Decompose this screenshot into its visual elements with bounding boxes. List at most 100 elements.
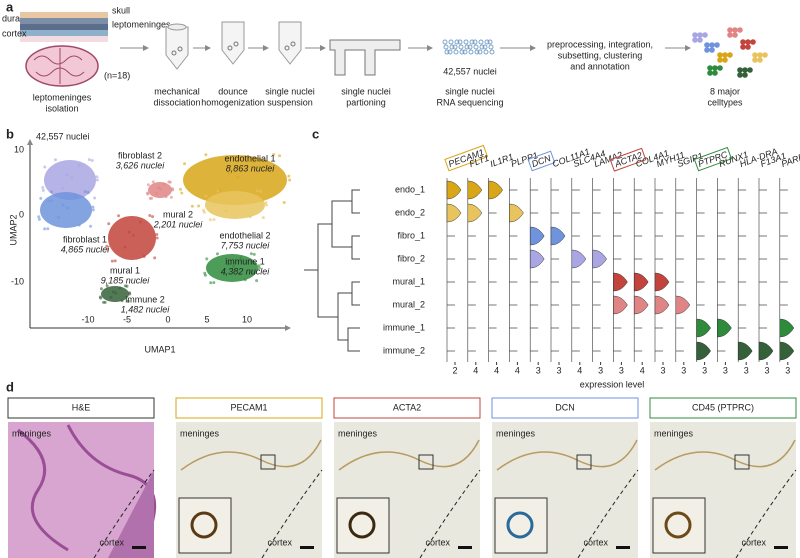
step-label: single nuclei: [341, 86, 391, 96]
cell-point: [151, 180, 155, 184]
cell-point: [159, 187, 163, 191]
violin: [467, 203, 483, 223]
violin: [737, 341, 753, 361]
cell-point: [118, 286, 122, 290]
violin: [529, 249, 545, 269]
sequencing-dot: [472, 39, 478, 45]
cell-point: [209, 281, 213, 285]
x-tick-label: 3: [723, 365, 728, 375]
sequencing-dot: [473, 44, 479, 50]
cluster-name: immune 2: [125, 294, 165, 304]
cell-type-label: mural_2: [392, 299, 425, 309]
particle: [227, 45, 233, 51]
inset: [178, 497, 232, 554]
cell-point: [151, 215, 155, 219]
celltype-dot: [709, 42, 715, 48]
celltype-dot: [745, 39, 751, 45]
step-label: subsetting, clustering: [558, 50, 643, 60]
celltype-dot: [692, 37, 698, 43]
cell-point: [102, 300, 106, 304]
cell-point: [127, 291, 131, 295]
celltype-dot: [750, 39, 756, 45]
celltype-dot: [717, 57, 723, 63]
cell-point: [202, 208, 206, 212]
region-label: meninges: [654, 428, 694, 438]
cell-point: [287, 174, 291, 178]
cell-point: [178, 187, 182, 191]
sequencing-dot: [463, 39, 469, 45]
region-label: cortex: [267, 537, 292, 547]
cell-point: [73, 195, 77, 199]
sequencing-dot: [454, 39, 460, 45]
x-tick-label: 4: [640, 365, 645, 375]
inset-marker: [734, 454, 750, 470]
cell-type-label: mural_1: [392, 276, 425, 286]
violin: [654, 272, 670, 292]
cell-point: [113, 259, 117, 263]
scale-bar: [616, 546, 630, 549]
stain-title-box: [333, 397, 481, 419]
cell-point: [288, 178, 292, 182]
violin: [633, 272, 649, 292]
cell-point: [93, 196, 97, 200]
cluster-name: immune 1: [225, 256, 265, 266]
cluster-name: fibroblast 2: [118, 150, 162, 160]
cell-point: [272, 152, 276, 156]
cell-point: [89, 224, 93, 228]
cluster-name: fibroblast 1: [63, 234, 107, 244]
cortex-region: [108, 470, 154, 558]
violin: [550, 226, 566, 246]
cell-point: [127, 230, 131, 234]
cell-point: [169, 195, 173, 199]
cell-point: [162, 182, 166, 186]
sequencing-dot: [442, 39, 448, 45]
cell-point: [208, 218, 212, 222]
violin: [592, 249, 607, 269]
celltype-dot: [737, 72, 743, 78]
cell-point: [86, 191, 90, 195]
x-tick-label: 3: [744, 365, 749, 375]
tissue-layer: [20, 18, 108, 24]
cell-point: [90, 159, 94, 163]
cell-point: [204, 194, 208, 198]
celltype-dot: [732, 32, 738, 38]
sequencing-dot: [452, 44, 458, 50]
cluster-count: 4,382 nuclei: [221, 266, 271, 276]
celltype-dot: [737, 27, 743, 33]
total-nuclei: 42,557 nuclei: [36, 131, 90, 141]
cell-point: [257, 264, 261, 268]
cell-point: [41, 188, 45, 192]
y-tick-label: -10: [11, 276, 24, 286]
region-label: meninges: [496, 428, 536, 438]
cell-point: [123, 245, 127, 249]
cell-point: [120, 299, 124, 303]
y-tick-label: 10: [14, 144, 24, 154]
cluster-count: 8,863 nuclei: [226, 163, 276, 173]
stain-title-box: [491, 397, 639, 419]
sequencing-dot: [458, 44, 464, 50]
particle: [290, 41, 296, 47]
celltype-dot: [742, 67, 748, 73]
cell-point: [109, 295, 113, 299]
sequencing-dot: [469, 39, 475, 45]
cell-point: [69, 176, 73, 180]
cell-point: [183, 162, 187, 166]
cell-point: [255, 279, 259, 283]
cell-point: [212, 218, 216, 222]
particle: [233, 41, 239, 47]
cell-point: [216, 189, 220, 193]
sequencing-dot: [467, 44, 473, 50]
x-tick-label: 4: [577, 365, 582, 375]
step-label: dissociation: [153, 97, 200, 107]
inset-marker: [418, 454, 434, 470]
cell-point: [251, 160, 255, 164]
cell-point: [60, 186, 64, 190]
particle: [171, 50, 177, 56]
stain-title-box: [175, 397, 323, 419]
inset-cell: [506, 511, 534, 539]
cluster-count: 3,626 nuclei: [116, 160, 166, 170]
celltype-dot: [727, 52, 733, 58]
x-tick-label: 3: [660, 365, 665, 375]
cell-point: [61, 203, 65, 207]
inset: [494, 497, 548, 554]
